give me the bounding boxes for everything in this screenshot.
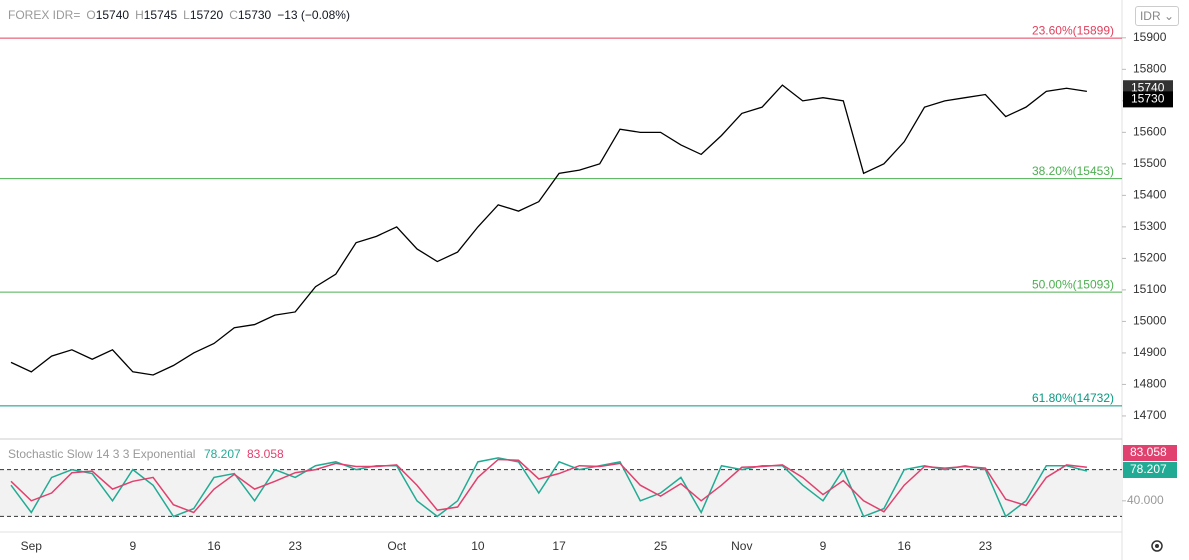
value-tag	[1123, 462, 1177, 478]
ohlc-field: H15745	[135, 8, 177, 22]
legend-value: 78.207	[204, 447, 241, 461]
value-tag-label: 78.207	[1130, 462, 1167, 476]
y-tick-label: 15300	[1133, 219, 1167, 233]
y-tick-label: 15900	[1133, 30, 1167, 44]
field-label: L	[183, 8, 190, 22]
x-tick-label: 9	[129, 539, 136, 553]
stoch-line	[10, 458, 1087, 514]
field-value: 15730	[237, 8, 272, 22]
y-tick-label: 15200	[1133, 251, 1167, 265]
currency: IDR	[1139, 9, 1161, 23]
legend-value: 83.058	[247, 447, 284, 461]
ohlc-field: O15740	[86, 8, 129, 22]
symbol: FOREX IDR=	[8, 8, 81, 22]
y-tick-label: 15400	[1133, 188, 1167, 202]
price-tag-label: 15730	[1131, 92, 1165, 106]
gear-hub	[1155, 544, 1159, 548]
price-tag-label: 15740	[1131, 80, 1165, 94]
field-value: 15720	[189, 8, 224, 22]
band-fill	[0, 469, 1122, 517]
x-tick-label: 10	[471, 539, 485, 553]
indicator-title: Stochastic Slow 14 3 3 Exponential	[8, 447, 195, 461]
y-tick-label: 14700	[1133, 408, 1167, 422]
price-tag	[1123, 91, 1173, 108]
y-tick-label: 15000	[1133, 314, 1167, 328]
fib-label: 61.80%(14732)	[1032, 391, 1114, 405]
field-value: 15745	[143, 8, 178, 22]
field-value: 15740	[95, 8, 130, 22]
ohlc-field: C15730	[229, 8, 271, 22]
field-label: C	[229, 8, 238, 22]
y-tick-label: 15600	[1133, 125, 1167, 139]
x-tick-label: Sep	[21, 539, 43, 553]
field-label: O	[86, 8, 96, 22]
x-tick-label: 23	[289, 539, 303, 553]
ohlc: O15740 H15745 L15720 C15730	[86, 8, 271, 22]
y-tick-label: 15800	[1133, 61, 1167, 75]
y-tick-label: 15100	[1133, 282, 1167, 296]
y-tick-label: 40.000	[1127, 493, 1164, 507]
fib-label: 23.60%(15899)	[1032, 23, 1114, 37]
value-tag	[1123, 445, 1177, 461]
x-tick-label: 16	[207, 539, 221, 553]
y-tick-label: 14800	[1133, 377, 1167, 391]
fib-label: 50.00%(15093)	[1032, 277, 1114, 291]
x-tick-label: Nov	[731, 539, 752, 553]
gear	[1151, 540, 1163, 552]
y-tick-label: 14900	[1133, 345, 1167, 359]
currency-button[interactable]: IDR ⌄	[1134, 6, 1179, 26]
x-tick-label: Oct	[387, 539, 406, 553]
x-tick-label: 16	[898, 539, 912, 553]
change: −13 (−0.08%)	[277, 8, 350, 22]
legend-header: FOREX IDR= O15740 H15745 L15720 C15730 −13 …	[8, 8, 350, 22]
field-label: H	[135, 8, 144, 22]
x-tick-label: 25	[654, 539, 668, 553]
x-tick-label: 9	[820, 539, 827, 553]
fib-label: 38.20%(15453)	[1032, 164, 1114, 178]
x-tick-label: 23	[979, 539, 993, 553]
y-tick-label: 15500	[1133, 156, 1167, 170]
price-line	[10, 84, 1087, 376]
ohlc-field: L15720	[183, 8, 223, 22]
settings-icon[interactable]	[1151, 540, 1163, 552]
x-tick-label: 17	[552, 539, 566, 553]
value-tag-label: 83.058	[1130, 445, 1167, 459]
stoch-line	[10, 457, 1088, 518]
